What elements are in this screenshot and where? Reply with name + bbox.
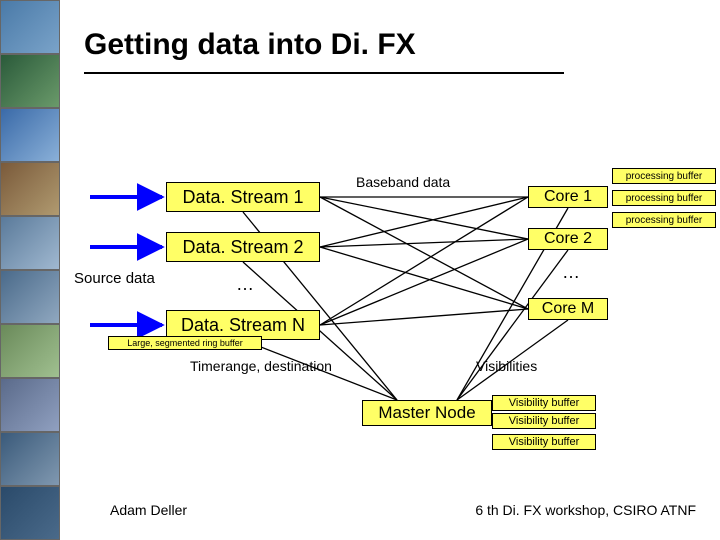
vis-buffer-3: Visibility buffer — [492, 434, 596, 450]
footer-event: 6 th Di. FX workshop, CSIRO ATNF — [475, 502, 696, 518]
core-1: Core 1 — [528, 186, 608, 208]
thumb-9 — [0, 486, 60, 540]
vis-buffer-2: Visibility buffer — [492, 413, 596, 429]
slide: Getting data into Di. FX Data. Stream 1 … — [0, 0, 720, 540]
source-data-label: Source data — [74, 270, 155, 287]
core-2: Core 2 — [528, 228, 608, 250]
core-ellipsis: … — [562, 262, 580, 283]
timerange-label: Timerange, destination — [190, 358, 332, 374]
thumb-1 — [0, 54, 60, 108]
content-area: Getting data into Di. FX Data. Stream 1 … — [60, 0, 720, 540]
datastream-2: Data. Stream 2 — [166, 232, 320, 262]
vis-buffer-1: Visibility buffer — [492, 395, 596, 411]
thumb-3 — [0, 162, 60, 216]
diagram-svg — [60, 0, 720, 540]
footer-author: Adam Deller — [110, 502, 187, 518]
ring-buffer-label: Large, segmented ring buffer — [108, 336, 262, 350]
datastream-1: Data. Stream 1 — [166, 182, 320, 212]
thumb-8 — [0, 432, 60, 486]
ds-ellipsis: … — [236, 274, 254, 295]
thumb-7 — [0, 378, 60, 432]
proc-buffer-1: processing buffer — [612, 168, 716, 184]
master-node: Master Node — [362, 400, 492, 426]
proc-buffer-2: processing buffer — [612, 190, 716, 206]
proc-buffer-3: processing buffer — [612, 212, 716, 228]
thumb-0 — [0, 0, 60, 54]
visibilities-label: Visibilities — [476, 358, 537, 374]
sidebar-thumbnails — [0, 0, 60, 540]
baseband-label: Baseband data — [356, 174, 450, 190]
thumb-2 — [0, 108, 60, 162]
thumb-5 — [0, 270, 60, 324]
core-m: Core M — [528, 298, 608, 320]
thumb-6 — [0, 324, 60, 378]
thumb-4 — [0, 216, 60, 270]
